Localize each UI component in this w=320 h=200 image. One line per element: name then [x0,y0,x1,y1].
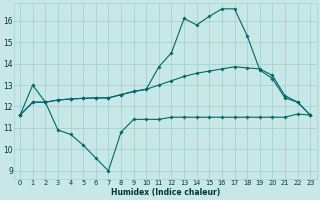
X-axis label: Humidex (Indice chaleur): Humidex (Indice chaleur) [110,188,220,197]
